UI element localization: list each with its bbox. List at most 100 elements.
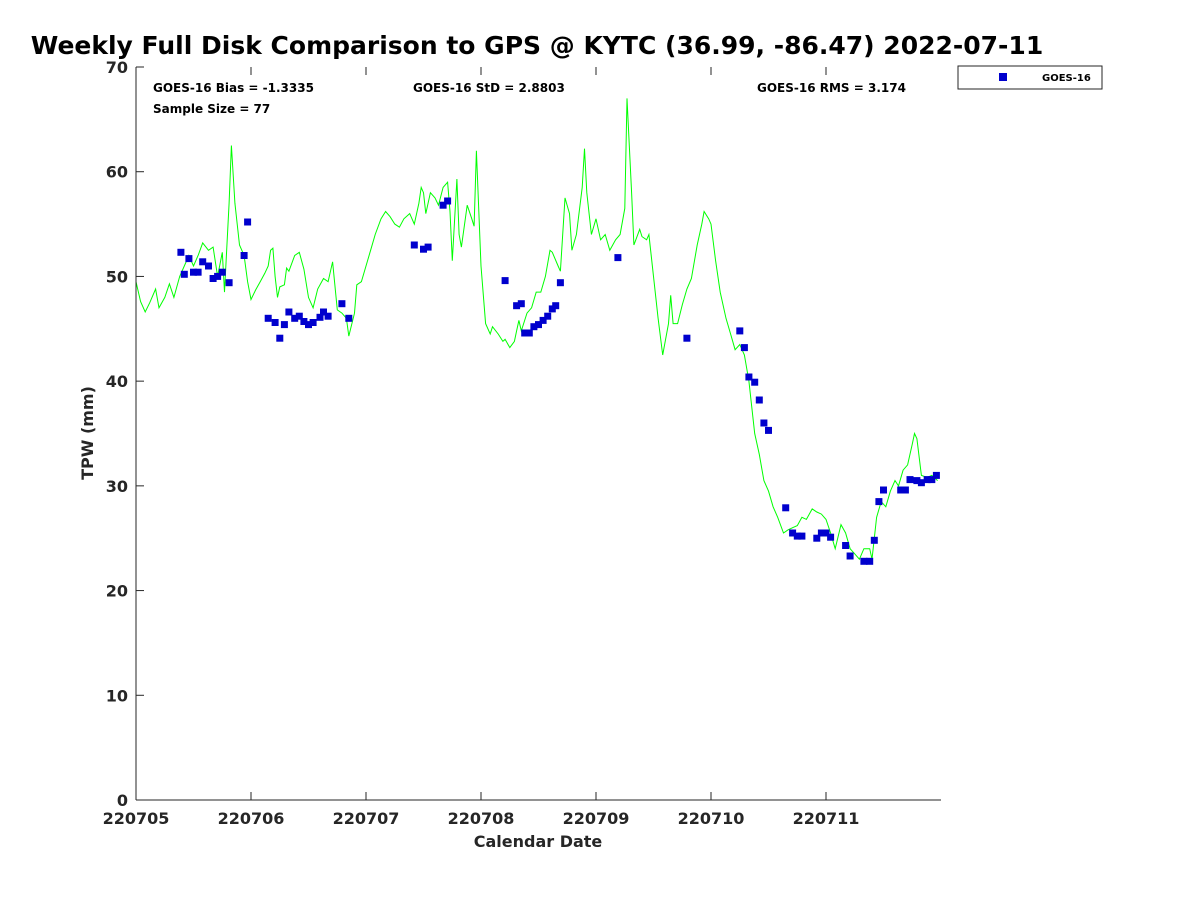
goes16-point <box>535 321 542 329</box>
sample-size-stat: Sample Size = 77 <box>153 102 270 116</box>
x-ticks: 220705 220706 220707 220708 220709 220710 2207… <box>103 67 860 828</box>
goes16-point <box>880 486 887 494</box>
goes16-point <box>218 268 226 276</box>
goes16-point <box>827 533 835 541</box>
y-axis-label: TPW (mm) <box>78 386 97 480</box>
goes16-point <box>225 279 233 287</box>
goes16-point <box>410 241 418 249</box>
goes16-point <box>420 245 427 253</box>
goes16-point <box>240 252 248 259</box>
goes16-point <box>525 329 533 337</box>
goes16-point <box>740 344 748 352</box>
x-tick-label: 220707 <box>333 809 400 828</box>
goes16-point <box>291 314 299 322</box>
goes16-point <box>295 312 303 320</box>
chart-title: Weekly Full Disk Comparison to GPS @ KYT… <box>31 31 1043 60</box>
goes16-point <box>875 498 883 506</box>
goes16-point <box>556 279 564 287</box>
goes16-point <box>906 476 914 484</box>
y-tick-label: 60 <box>106 163 128 182</box>
x-tick-label: 220710 <box>678 809 745 828</box>
goes16-point <box>755 396 763 404</box>
goes16-point <box>513 302 521 310</box>
goes16-point <box>901 486 909 494</box>
goes16-point <box>194 268 202 276</box>
goes16-point <box>842 542 850 549</box>
goes16-point <box>444 197 452 205</box>
goes16-point <box>917 479 925 487</box>
goes16-point <box>309 319 317 326</box>
goes16-point <box>517 300 525 308</box>
goes16-point <box>276 334 284 342</box>
goes16-point <box>846 552 854 560</box>
y-tick-label: 20 <box>106 582 128 601</box>
legend-box <box>957 65 1103 90</box>
goes16-point <box>866 557 874 565</box>
goes16-point <box>521 329 529 337</box>
goes16-point <box>280 321 288 329</box>
goes16-point <box>190 268 197 276</box>
plot-area <box>136 67 941 800</box>
goes16-point <box>765 426 772 434</box>
goes16-point <box>185 255 193 263</box>
bias-stat: GOES-16 Bias = -1.3335 <box>153 81 314 95</box>
goes16-point <box>793 532 801 540</box>
goes16-point <box>316 313 324 321</box>
x-axis-label: Calendar Date <box>474 832 603 851</box>
goes16-point <box>345 314 353 322</box>
goes16-point <box>870 536 878 544</box>
goes16-point <box>324 312 332 320</box>
legend-marker <box>999 73 1007 81</box>
legend-label: GOES-16 <box>1042 73 1091 84</box>
goes16-point <box>923 476 931 484</box>
goes16-point <box>539 316 547 324</box>
goes16-point <box>199 258 207 266</box>
goes16-point <box>913 477 921 485</box>
goes16-point <box>180 270 188 278</box>
goes16-point <box>552 302 560 310</box>
goes16-point <box>760 419 768 427</box>
goes16-point <box>932 471 940 479</box>
goes16-point <box>285 308 293 316</box>
goes16-point <box>501 277 509 285</box>
goes16-point <box>813 534 821 542</box>
goes16-point <box>817 529 825 537</box>
goes16-point <box>897 486 905 494</box>
goes16-point <box>798 532 806 540</box>
y-ticks: 0 10 20 30 40 50 60 70 <box>106 58 144 810</box>
y-tick-label: 70 <box>106 58 128 77</box>
goes16-point <box>530 323 538 331</box>
goes16-point <box>789 529 797 537</box>
goes16-point <box>305 321 312 329</box>
x-tick-label: 220711 <box>793 809 860 828</box>
goes16-point <box>320 308 327 316</box>
goes16-point <box>439 201 447 209</box>
y-tick-label: 40 <box>106 372 128 391</box>
std-stat: GOES-16 StD = 2.8803 <box>413 81 565 95</box>
goes16-point <box>209 275 217 282</box>
goes16-point <box>424 243 432 251</box>
y-tick-label: 0 <box>117 791 128 810</box>
y-tick-label: 30 <box>106 477 128 496</box>
goes16-point <box>205 262 212 270</box>
goes16-point <box>751 378 759 386</box>
y-tick-label: 10 <box>106 686 128 705</box>
y-tick-label: 50 <box>106 267 128 286</box>
series-layer <box>135 98 940 565</box>
goes16-point <box>736 327 744 335</box>
goes16-point <box>782 504 790 512</box>
x-tick-label: 220708 <box>448 809 515 828</box>
goes16-point <box>338 300 346 308</box>
x-tick-label: 220705 <box>103 809 170 828</box>
goes16-point <box>683 334 691 342</box>
goes16-point <box>244 218 252 226</box>
rms-stat: GOES-16 RMS = 3.174 <box>757 81 906 95</box>
goes16-point <box>214 272 222 280</box>
goes16-point <box>271 319 279 326</box>
x-tick-label: 220709 <box>563 809 630 828</box>
goes16-point <box>544 312 552 320</box>
goes16-point <box>860 557 868 565</box>
goes16-point <box>822 529 830 537</box>
goes16-point <box>745 373 753 381</box>
